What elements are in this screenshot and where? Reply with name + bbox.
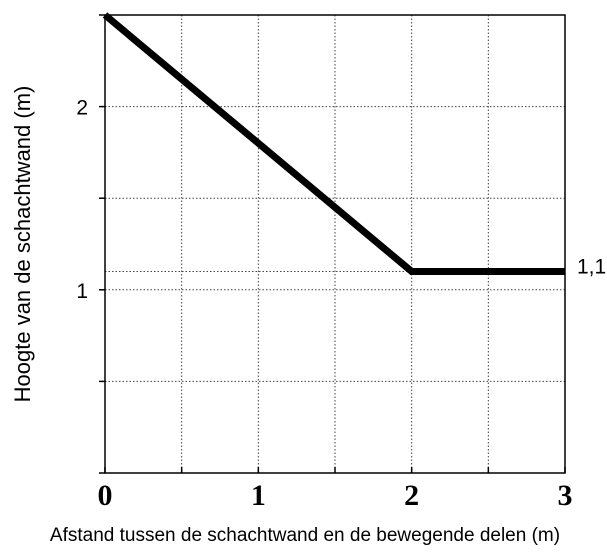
series-line [102,12,565,275]
axis-ticks [99,14,566,474]
x-tick-label: 1 [251,479,266,512]
y-tick-label: 2 [76,97,88,120]
x-tick-label: 3 [558,479,573,512]
tick-labels: 0 1 2 3 1 2 [76,97,572,512]
gridlines [105,15,565,473]
x-tick-label: 2 [404,479,419,512]
x-tick-label: 0 [98,479,113,512]
series-lines [102,12,565,275]
annotation-label: 1,1 [577,255,606,278]
y-axis-label: Hoogte van de schachtwand (m) [10,86,35,403]
x-axis-label: Afstand tussen de schachtwand en de bewe… [50,525,560,546]
y-tick-label: 1 [76,280,88,303]
